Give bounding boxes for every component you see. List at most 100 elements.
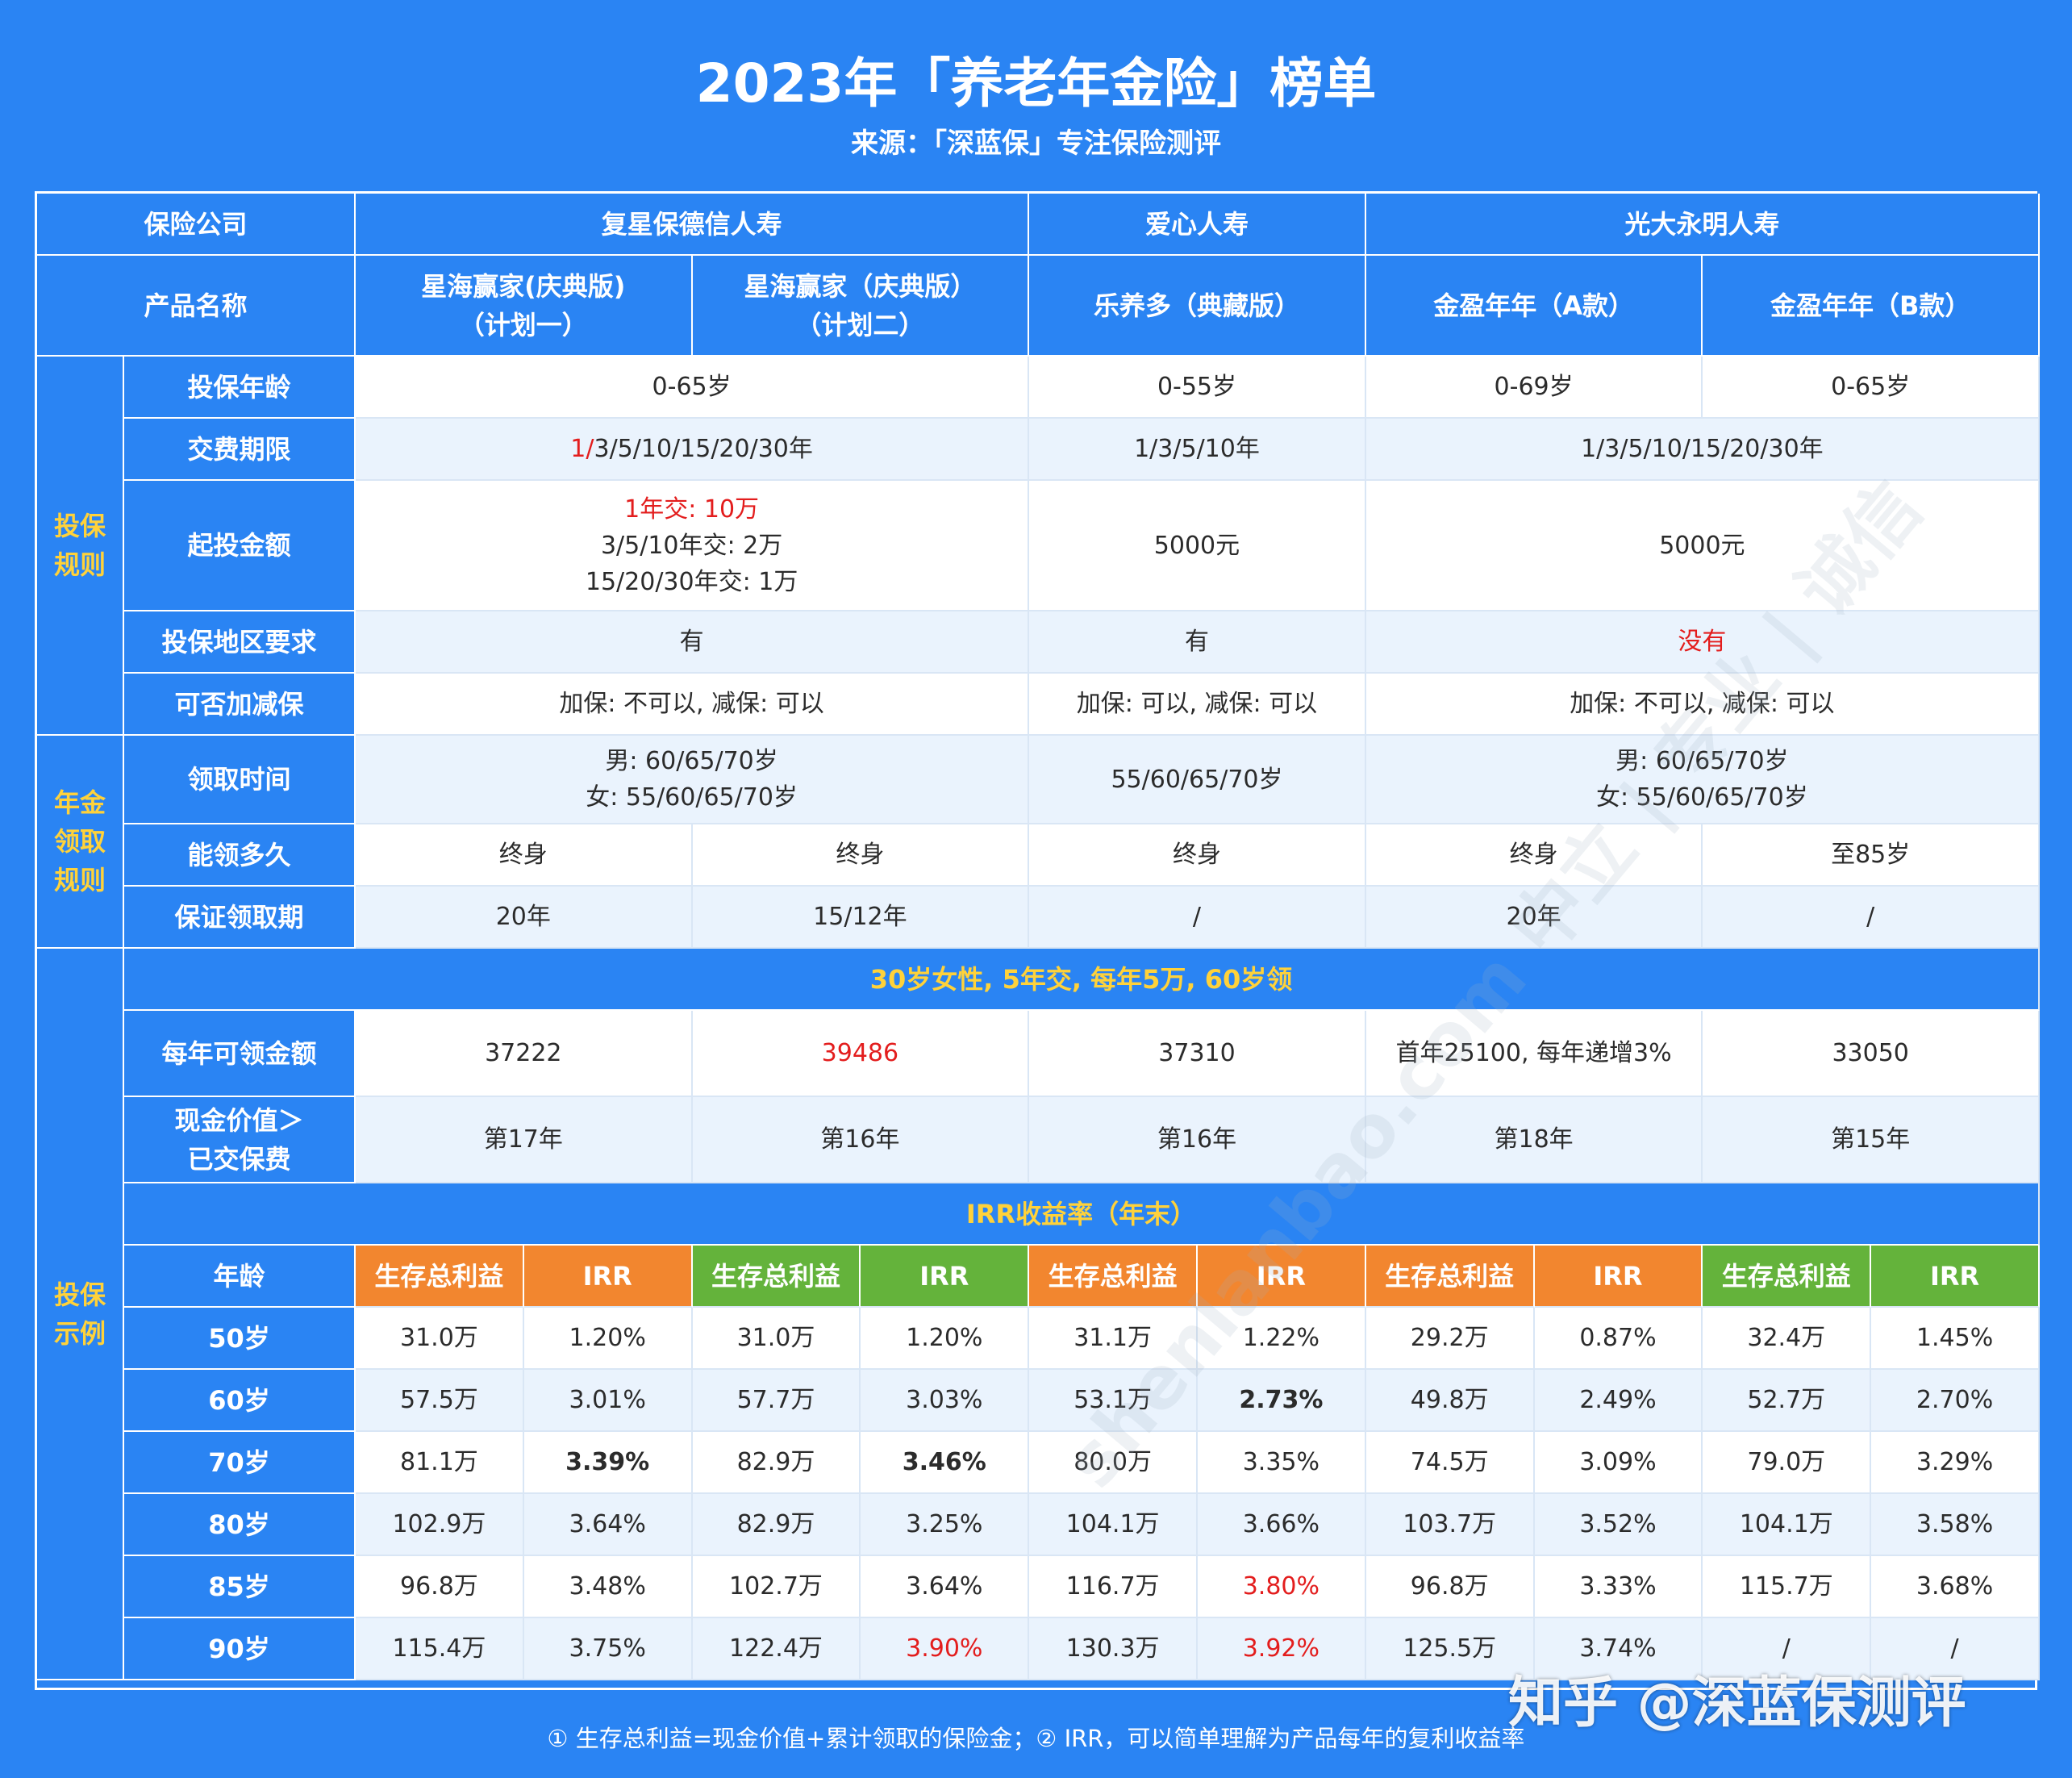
irr-total-cell: / xyxy=(1703,1618,1872,1680)
cash-value-guangda-a: 第18年 xyxy=(1365,1097,1703,1183)
row-label-min: 起投金额 xyxy=(124,481,356,611)
row-label-age-col: 年龄 xyxy=(124,1246,356,1308)
min-fosun-line2: 3/5/10年交: 2万 xyxy=(600,531,783,560)
irr-rate-cell: 3.39% xyxy=(523,1432,693,1494)
irr-total-cell: 96.8万 xyxy=(356,1556,524,1618)
irr-total-cell: 29.2万 xyxy=(1365,1308,1535,1370)
adjust-guangda: 加保: 不可以, 减保: 可以 xyxy=(1365,674,2040,736)
irr-row-age: 80岁 xyxy=(124,1494,356,1556)
payment-fosun: 1/3/5/10/15/20/30年 xyxy=(356,419,1030,481)
min-aixin: 5000元 xyxy=(1029,481,1366,611)
annual-aixin: 37310 xyxy=(1029,1011,1366,1097)
row-label-adjust: 可否加减保 xyxy=(124,674,356,736)
example-banner: 30岁女性, 5年交, 每年5万, 60岁领 xyxy=(124,949,2040,1011)
claim-time-aixin: 55/60/65/70岁 xyxy=(1029,736,1366,824)
irr-total-cell: 104.1万 xyxy=(1703,1494,1872,1556)
cash-value-aixin: 第16年 xyxy=(1029,1097,1366,1183)
irr-rate-cell: 0.87% xyxy=(1534,1308,1703,1370)
product-fosun-1: 星海赢家(庆典版) （计划一） xyxy=(356,256,693,357)
irr-rate-cell: 1.45% xyxy=(1871,1308,2040,1370)
irr-row-age: 90岁 xyxy=(124,1618,356,1680)
company-fosun: 复星保德信人寿 xyxy=(356,194,1030,256)
irr-rate-cell: 3.92% xyxy=(1197,1618,1366,1680)
irr-rate-cell: 3.68% xyxy=(1871,1556,2040,1618)
claim-time-fosun: 男: 60/65/70岁 女: 55/60/65/70岁 xyxy=(356,736,1030,824)
irr-total-cell: 32.4万 xyxy=(1703,1308,1872,1370)
product-fosun-2: 星海赢家（庆典版） （计划二） xyxy=(692,256,1030,357)
payment-fosun-rest: 3/5/10/15/20/30年 xyxy=(594,435,813,463)
irr-total-cell: 31.1万 xyxy=(1029,1308,1198,1370)
col-total-fosun-1: 生存总利益 xyxy=(356,1246,524,1308)
duration-fosun-1: 终身 xyxy=(356,824,693,887)
irr-total-cell: 49.8万 xyxy=(1365,1370,1535,1432)
col-irr-fosun-2: IRR xyxy=(861,1246,1030,1308)
product-guangda-a: 金盈年年（A款） xyxy=(1365,256,1703,357)
irr-rate-cell: 2.70% xyxy=(1871,1370,2040,1432)
irr-rate-cell: 1.20% xyxy=(861,1308,1030,1370)
irr-row-age: 85岁 xyxy=(124,1556,356,1618)
min-fosun-line1: 1年交: 10万 xyxy=(624,495,760,524)
group-example: 投保 示例 xyxy=(37,949,124,1680)
irr-rate-cell: 2.73% xyxy=(1197,1370,1366,1432)
adjust-aixin: 加保: 可以, 减保: 可以 xyxy=(1029,674,1366,736)
col-irr-guangda-b: IRR xyxy=(1871,1246,2040,1308)
age-guangda-b: 0-65岁 xyxy=(1703,357,2040,419)
row-label-age: 投保年龄 xyxy=(124,357,356,419)
adjust-fosun: 加保: 不可以, 减保: 可以 xyxy=(356,674,1030,736)
zhihu-watermark: 知乎 @深蓝保测评 xyxy=(1508,1672,1966,1735)
age-guangda-a: 0-69岁 xyxy=(1365,357,1703,419)
irr-total-cell: 130.3万 xyxy=(1029,1618,1198,1680)
irr-total-cell: 115.7万 xyxy=(1703,1556,1872,1618)
irr-total-cell: 31.0万 xyxy=(356,1308,524,1370)
duration-aixin: 终身 xyxy=(1029,824,1366,887)
irr-total-cell: 53.1万 xyxy=(1029,1370,1198,1432)
group-rules: 投保 规则 xyxy=(37,357,124,736)
region-aixin: 有 xyxy=(1029,611,1366,674)
payment-guangda: 1/3/5/10/15/20/30年 xyxy=(1365,419,2040,481)
col-irr-guangda-a: IRR xyxy=(1534,1246,1703,1308)
annual-guangda-b: 33050 xyxy=(1703,1011,2040,1097)
irr-rate-cell: 3.66% xyxy=(1197,1494,1366,1556)
comparison-table: 保险公司 复星保德信人寿 爱心人寿 光大永明人寿 产品名称 星海赢家(庆典版) … xyxy=(35,191,2040,1690)
irr-rate-cell: 3.64% xyxy=(523,1494,693,1556)
row-label-claim-time: 领取时间 xyxy=(124,736,356,824)
irr-rate-cell: / xyxy=(1871,1618,2040,1680)
irr-total-cell: 125.5万 xyxy=(1365,1618,1535,1680)
col-total-fosun-2: 生存总利益 xyxy=(692,1246,861,1308)
payment-aixin: 1/3/5/10年 xyxy=(1029,419,1366,481)
annual-fosun-1: 37222 xyxy=(356,1011,693,1097)
min-fosun: 1年交: 10万 3/5/10年交: 2万 15/20/30年交: 1万 xyxy=(356,481,1030,611)
guarantee-fosun-2: 15/12年 xyxy=(692,887,1030,949)
irr-total-cell: 96.8万 xyxy=(1365,1556,1535,1618)
irr-total-cell: 31.0万 xyxy=(692,1308,861,1370)
irr-total-cell: 82.9万 xyxy=(692,1494,861,1556)
irr-row-age: 60岁 xyxy=(124,1370,356,1432)
irr-total-cell: 52.7万 xyxy=(1703,1370,1872,1432)
irr-rate-cell: 3.75% xyxy=(523,1618,693,1680)
irr-rate-cell: 3.01% xyxy=(523,1370,693,1432)
row-label-payment: 交费期限 xyxy=(124,419,356,481)
row-label-cash-value: 现金价值＞ 已交保费 xyxy=(124,1097,356,1183)
footnote: ① 生存总利益=现金价值+累计领取的保险金；② IRR，可以简单理解为产品每年的… xyxy=(547,1725,1525,1752)
duration-guangda-a: 终身 xyxy=(1365,824,1703,887)
irr-rate-cell: 1.20% xyxy=(523,1308,693,1370)
irr-rate-cell: 3.35% xyxy=(1197,1432,1366,1494)
region-guangda: 没有 xyxy=(1365,611,2040,674)
irr-total-cell: 102.9万 xyxy=(356,1494,524,1556)
min-fosun-line3: 15/20/30年交: 1万 xyxy=(585,567,798,596)
irr-rate-cell: 1.22% xyxy=(1197,1308,1366,1370)
cash-value-guangda-b: 第15年 xyxy=(1703,1097,2040,1183)
irr-total-cell: 82.9万 xyxy=(692,1432,861,1494)
age-aixin: 0-55岁 xyxy=(1029,357,1366,419)
irr-rate-cell: 2.49% xyxy=(1534,1370,1703,1432)
row-label-duration: 能领多久 xyxy=(124,824,356,887)
irr-banner: IRR收益率（年末） xyxy=(124,1183,2040,1246)
irr-total-cell: 116.7万 xyxy=(1029,1556,1198,1618)
col-irr-fosun-1: IRR xyxy=(523,1246,693,1308)
irr-rate-cell: 3.48% xyxy=(523,1556,693,1618)
payment-fosun-highlight: 1/ xyxy=(570,435,594,463)
page-title: 2023年「养老年金险」榜单 xyxy=(695,52,1377,115)
irr-rate-cell: 3.52% xyxy=(1534,1494,1703,1556)
col-total-guangda-b: 生存总利益 xyxy=(1703,1246,1872,1308)
irr-rate-cell: 3.90% xyxy=(861,1618,1030,1680)
